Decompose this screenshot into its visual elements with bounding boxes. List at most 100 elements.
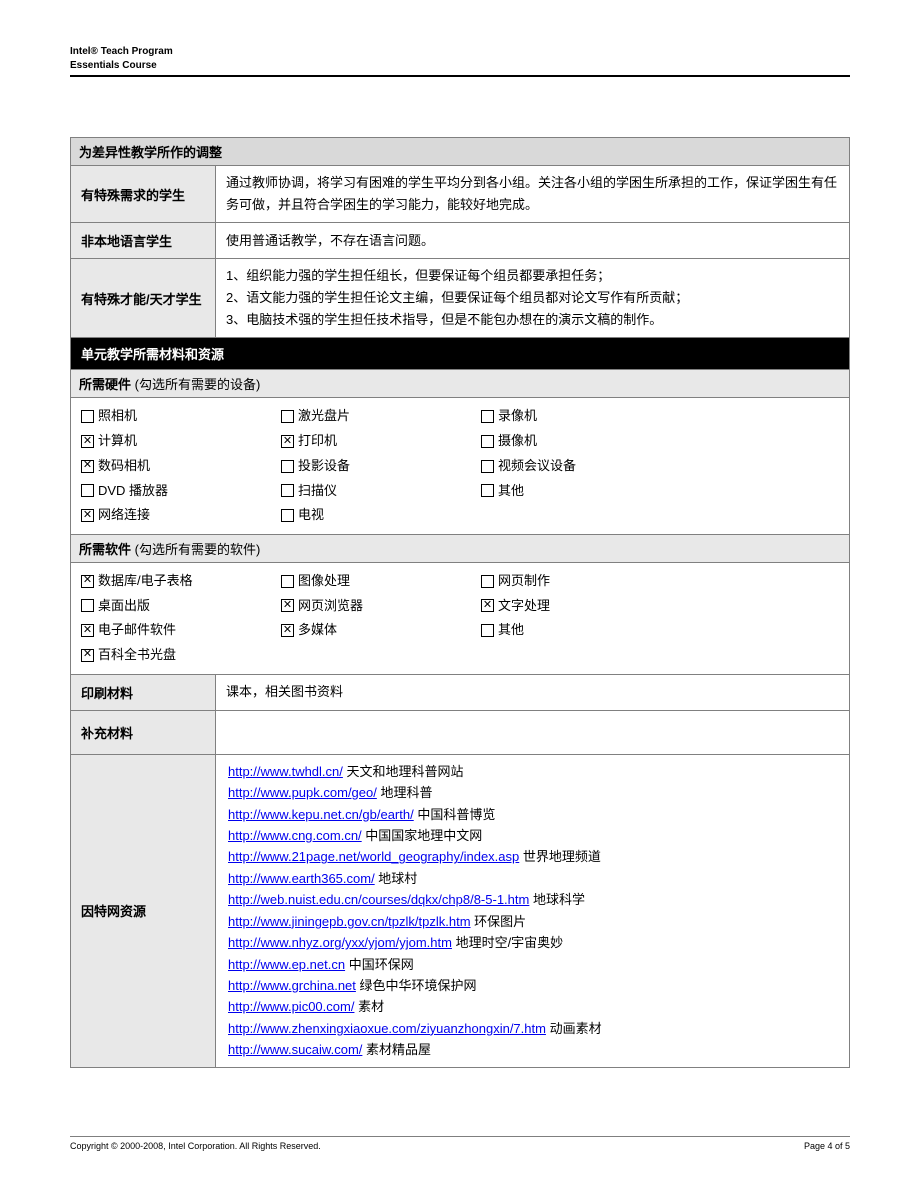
checkbox-icon[interactable]: [481, 460, 494, 473]
check-item: 打印机: [281, 429, 481, 454]
resource-link[interactable]: http://www.nhyz.org/yxx/yjom/yjom.htm: [228, 935, 452, 950]
check-label: 其他: [498, 618, 524, 643]
check-item: 桌面出版: [81, 594, 281, 619]
link-desc: 世界地理频道: [519, 849, 601, 864]
check-label: 激光盘片: [298, 404, 350, 429]
resource-link[interactable]: http://www.cng.com.cn/: [228, 828, 362, 843]
check-label: 录像机: [498, 404, 537, 429]
resource-link[interactable]: http://www.pupk.com/geo/: [228, 785, 377, 800]
check-item: 计算机: [81, 429, 281, 454]
link-row: http://www.twhdl.cn/ 天文和地理科普网站: [228, 761, 837, 782]
check-label: 数据库/电子表格: [98, 569, 193, 594]
check-item: 激光盘片: [281, 404, 481, 429]
resource-link[interactable]: http://www.sucaiw.com/: [228, 1042, 362, 1057]
checkbox-icon[interactable]: [481, 599, 494, 612]
check-item: 数码相机: [81, 454, 281, 479]
link-desc: 素材精品屋: [362, 1042, 431, 1057]
checkbox-icon[interactable]: [281, 624, 294, 637]
resource-link[interactable]: http://web.nuist.edu.cn/courses/dqkx/chp…: [228, 892, 529, 907]
link-row: http://www.ep.net.cn 中国环保网: [228, 954, 837, 975]
check-item: 网页制作: [481, 569, 681, 594]
check-item: 多媒体: [281, 618, 481, 643]
check-item: 照相机: [81, 404, 281, 429]
software-grid: 数据库/电子表格图像处理网页制作桌面出版网页浏览器文字处理电子邮件软件多媒体其他…: [71, 562, 850, 674]
resource-link[interactable]: http://www.grchina.net: [228, 978, 356, 993]
check-label: 网络连接: [98, 503, 150, 528]
row-label-gifted: 有特殊才能/天才学生: [71, 259, 216, 338]
check-label: 网页制作: [498, 569, 550, 594]
checkbox-icon[interactable]: [281, 460, 294, 473]
checkbox-icon[interactable]: [481, 435, 494, 448]
link-row: http://www.earth365.com/ 地球村: [228, 868, 837, 889]
link-row: http://www.kepu.net.cn/gb/earth/ 中国科普博览: [228, 804, 837, 825]
check-item: 电子邮件软件: [81, 618, 281, 643]
link-desc: 中国环保网: [345, 957, 414, 972]
hardware-header: 所需硬件 (勾选所有需要的设备): [71, 370, 850, 398]
section2-title: 单元教学所需材料和资源: [71, 338, 850, 370]
checkbox-icon[interactable]: [481, 575, 494, 588]
checkbox-icon[interactable]: [281, 484, 294, 497]
check-label: 文字处理: [498, 594, 550, 619]
check-item: 录像机: [481, 404, 681, 429]
checkbox-icon[interactable]: [81, 509, 94, 522]
link-row: http://www.pupk.com/geo/ 地理科普: [228, 782, 837, 803]
check-item: 其他: [481, 618, 681, 643]
supp-label: 补充材料: [71, 710, 216, 754]
footer-page: Page 4 of 5: [804, 1141, 850, 1151]
check-item: 投影设备: [281, 454, 481, 479]
checkbox-icon[interactable]: [281, 435, 294, 448]
resource-link[interactable]: http://www.ep.net.cn: [228, 957, 345, 972]
internet-links: http://www.twhdl.cn/ 天文和地理科普网站http://www…: [216, 754, 850, 1067]
check-label: 网页浏览器: [298, 594, 363, 619]
checkbox-icon[interactable]: [281, 410, 294, 423]
page-footer: Copyright © 2000-2008, Intel Corporation…: [70, 1136, 850, 1151]
link-desc: 地球科学: [529, 892, 585, 907]
checkbox-icon[interactable]: [81, 649, 94, 662]
link-desc: 中国科普博览: [414, 807, 496, 822]
page-header: Intel® Teach Program Essentials Course: [70, 45, 850, 77]
header-line1: Intel® Teach Program: [70, 45, 850, 59]
check-label: 电视: [298, 503, 324, 528]
checkbox-icon[interactable]: [81, 484, 94, 497]
resource-link[interactable]: http://www.zhenxingxiaoxue.com/ziyuanzho…: [228, 1021, 546, 1036]
resource-link[interactable]: http://www.earth365.com/: [228, 871, 375, 886]
check-label: 桌面出版: [98, 594, 150, 619]
link-row: http://www.nhyz.org/yxx/yjom/yjom.htm 地理…: [228, 932, 837, 953]
checkbox-icon[interactable]: [481, 624, 494, 637]
check-item: 网络连接: [81, 503, 281, 528]
check-item: DVD 播放器: [81, 479, 281, 504]
checkbox-icon[interactable]: [81, 575, 94, 588]
row-label-nonlocal: 非本地语言学生: [71, 223, 216, 259]
check-item: 数据库/电子表格: [81, 569, 281, 594]
link-row: http://www.jiningepb.gov.cn/tpzlk/tpzlk.…: [228, 911, 837, 932]
checkbox-icon[interactable]: [81, 624, 94, 637]
checkbox-icon[interactable]: [281, 575, 294, 588]
checkbox-icon[interactable]: [481, 410, 494, 423]
resource-link[interactable]: http://www.pic00.com/: [228, 999, 354, 1014]
supp-content: [216, 710, 850, 754]
checkbox-icon[interactable]: [81, 599, 94, 612]
checkbox-icon[interactable]: [81, 435, 94, 448]
check-label: 计算机: [98, 429, 137, 454]
row-content-special-needs: 通过教师协调，将学习有困难的学生平均分到各小组。关注各小组的学困生所承担的工作，…: [216, 166, 850, 223]
checkbox-icon[interactable]: [481, 484, 494, 497]
print-label: 印刷材料: [71, 674, 216, 710]
section1-title: 为差异性教学所作的调整: [71, 138, 850, 166]
checkbox-icon[interactable]: [281, 599, 294, 612]
resource-link[interactable]: http://www.21page.net/world_geography/in…: [228, 849, 519, 864]
link-desc: 中国国家地理中文网: [362, 828, 483, 843]
resource-link[interactable]: http://www.kepu.net.cn/gb/earth/: [228, 807, 414, 822]
check-label: 打印机: [298, 429, 337, 454]
checkbox-icon[interactable]: [81, 410, 94, 423]
resource-link[interactable]: http://www.jiningepb.gov.cn/tpzlk/tpzlk.…: [228, 914, 471, 929]
link-row: http://www.cng.com.cn/ 中国国家地理中文网: [228, 825, 837, 846]
check-label: 其他: [498, 479, 524, 504]
link-desc: 天文和地理科普网站: [343, 764, 464, 779]
checkbox-icon[interactable]: [81, 460, 94, 473]
link-desc: 环保图片: [471, 914, 527, 929]
check-item: 扫描仪: [281, 479, 481, 504]
resource-link[interactable]: http://www.twhdl.cn/: [228, 764, 343, 779]
checkbox-icon[interactable]: [281, 509, 294, 522]
row-content-nonlocal: 使用普通话教学，不存在语言问题。: [216, 223, 850, 259]
link-desc: 动画素材: [546, 1021, 602, 1036]
